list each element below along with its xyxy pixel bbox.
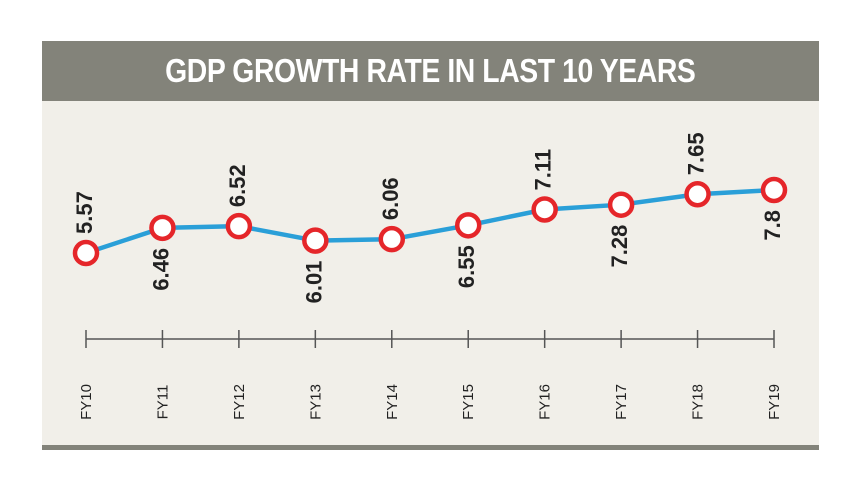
- x-tick-label: FY16: [537, 384, 554, 420]
- data-label: 7.11: [531, 149, 556, 191]
- x-tick-label: FY11: [154, 385, 171, 420]
- data-label: 7.65: [684, 132, 709, 175]
- data-point-marker: [72, 239, 100, 267]
- chart-panel: GDP GROWTH RATE IN LAST 10 YEARS: [42, 41, 819, 450]
- data-point-marker: [760, 176, 788, 204]
- data-label: 6.55: [454, 245, 479, 288]
- data-point-marker: [684, 180, 711, 208]
- data-label: 6.01: [301, 261, 326, 304]
- data-point-marker: [607, 191, 635, 218]
- x-tick-label: FY10: [78, 384, 95, 420]
- data-label-layer: 5.57 6.46 6.52 6.01 6.06 6.55 7.11 7.28 7.65 7.8: [72, 132, 785, 303]
- x-tick-label: FY13: [307, 384, 324, 420]
- marker-layer: [72, 176, 788, 267]
- x-tick-label: FY12: [231, 384, 248, 420]
- data-point-marker: [378, 225, 406, 253]
- x-tick-label: FY15: [460, 384, 477, 420]
- series-line: [83, 187, 777, 256]
- data-point-marker: [302, 227, 329, 254]
- x-tick-label: FY17: [613, 384, 630, 420]
- x-tick-label: FY18: [690, 384, 707, 420]
- data-point-marker: [454, 212, 482, 239]
- x-tick-label: FY19: [766, 384, 783, 420]
- bottom-rule: [42, 445, 819, 450]
- x-tick-labels: FY10 FY11 FY12 FY13 FY14 FY15 FY16 FY17 FY18 FY19: [78, 384, 783, 420]
- data-point-marker: [225, 212, 253, 240]
- data-label: 5.57: [72, 191, 97, 234]
- data-label: 6.46: [148, 248, 173, 291]
- x-tick-label: FY14: [384, 384, 401, 420]
- x-axis: [85, 330, 775, 348]
- data-point-marker: [149, 214, 176, 242]
- chart-title: GDP GROWTH RATE IN LAST 10 YEARS: [165, 52, 696, 89]
- data-label: 6.06: [378, 177, 403, 220]
- data-label: 6.52: [225, 164, 250, 207]
- data-label: 7.8: [760, 210, 785, 241]
- data-label: 7.28: [607, 225, 632, 268]
- series-line-layer: [83, 187, 777, 256]
- chart-header: GDP GROWTH RATE IN LAST 10 YEARS: [42, 41, 819, 101]
- data-point-marker: [531, 196, 558, 223]
